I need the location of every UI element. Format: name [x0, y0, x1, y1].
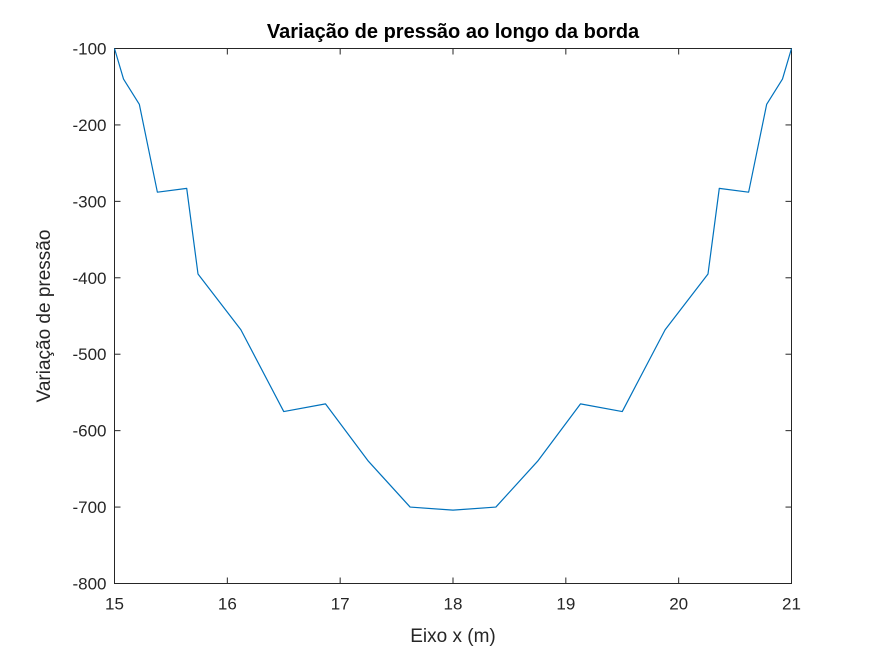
y-tick-label: -100: [72, 40, 106, 59]
x-tick-label: 20: [669, 595, 688, 614]
y-tick-label: -200: [72, 116, 106, 135]
y-tick-label: -400: [72, 269, 106, 288]
y-tick-label: -800: [72, 575, 106, 594]
x-tick-label: 19: [556, 595, 575, 614]
y-tick-label: -700: [72, 498, 106, 517]
chart-title: Variação de pressão ao longo da borda: [267, 21, 640, 43]
x-tick-label: 15: [105, 595, 124, 614]
y-tick-label: -300: [72, 192, 106, 211]
axis-ticks: 15 16 17 18 19 20 21 -100 -200 -300 -400 -500 -600 -7…: [72, 40, 800, 614]
plot-frame: [114, 48, 792, 584]
x-tick-label: 17: [331, 595, 350, 614]
x-tick-label: 18: [444, 595, 463, 614]
series-group: [113, 48, 793, 511]
y-tick-label: -500: [72, 345, 106, 364]
y-tick-label: -600: [72, 422, 106, 441]
x-axis-label: Eixo x (m): [410, 626, 496, 647]
x-tick-label: 16: [218, 595, 237, 614]
series-line: [113, 48, 793, 511]
x-tick-label: 21: [782, 595, 801, 614]
y-axis-label: Variação de pressão: [34, 230, 55, 403]
